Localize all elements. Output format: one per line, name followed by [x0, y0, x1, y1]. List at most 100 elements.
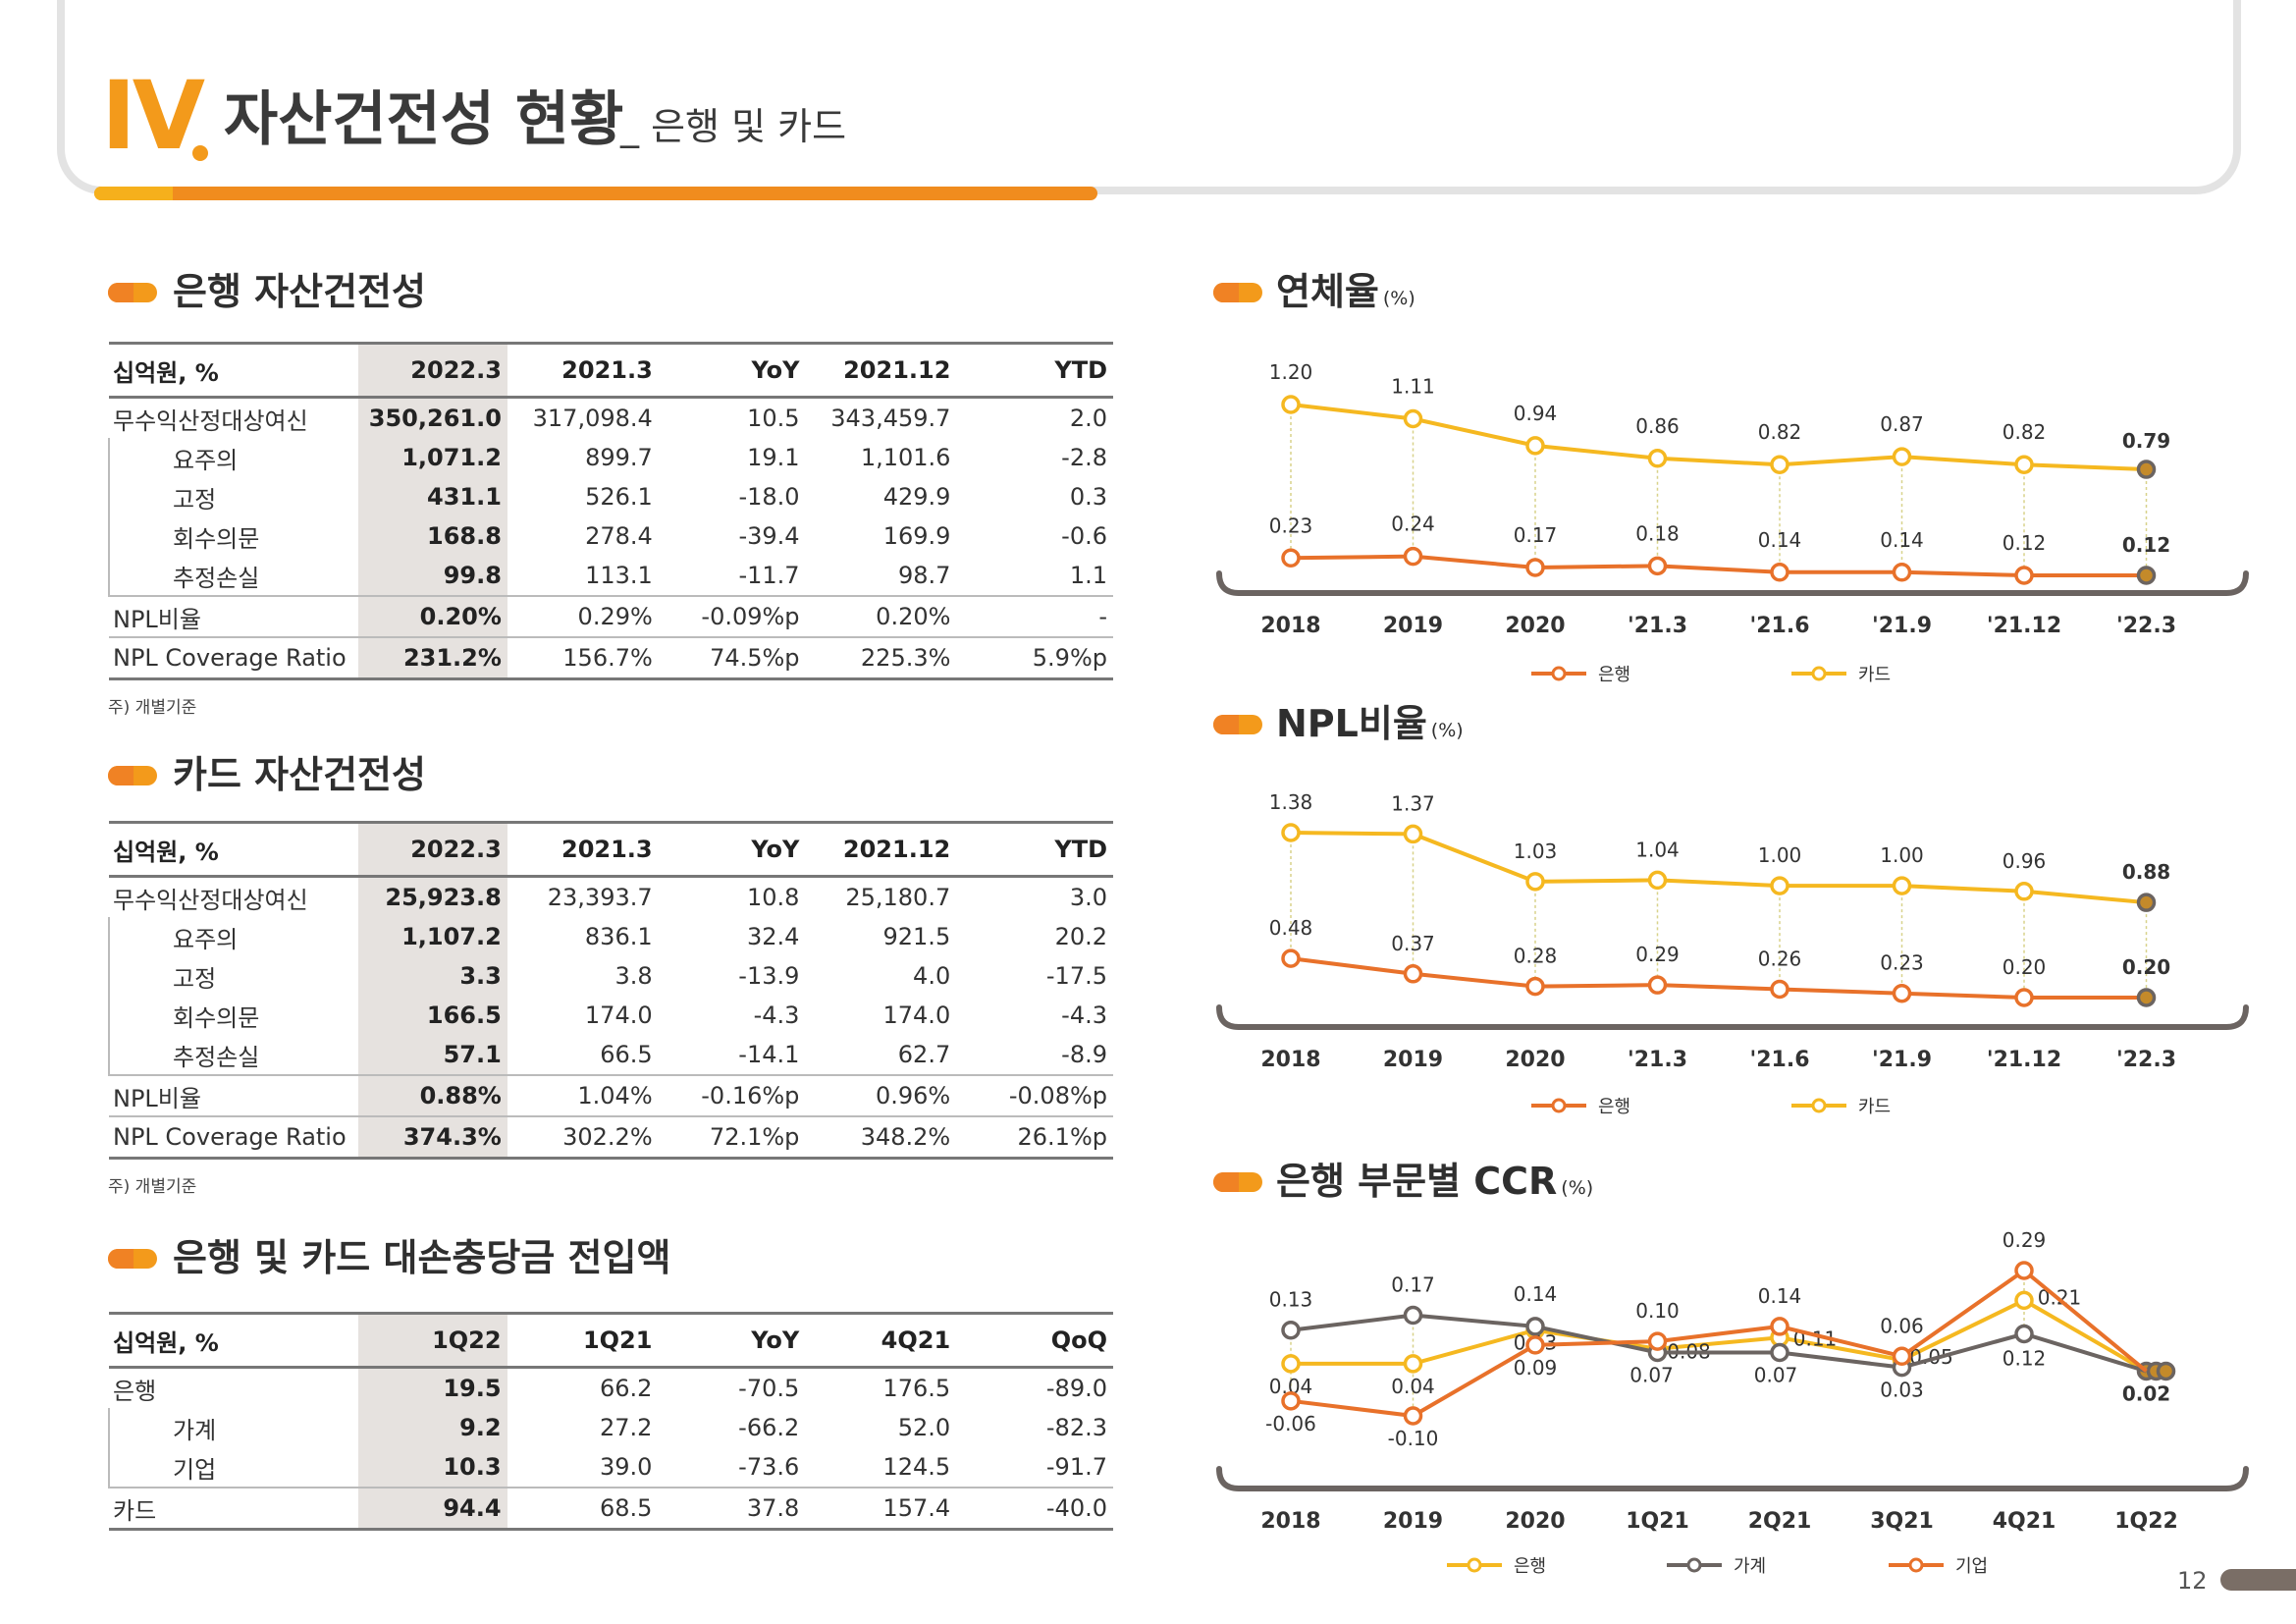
table-cell: 1,101.6 [860, 444, 951, 471]
table-cell: 0.20% [357, 595, 507, 637]
data-point [1403, 1354, 1423, 1374]
table-row: 요주의 1,107.2 836.1 32.4 921.5 20.2 [108, 917, 1113, 956]
data-label: 0.20 [2122, 955, 2170, 979]
table-row: 고정 431.1 526.1 -18.0 429.9 0.3 [108, 477, 1113, 516]
x-tick-label: 2019 [1383, 1048, 1443, 1072]
table-cell: -89.0 [956, 1366, 1113, 1408]
table-cell: 157.4 [805, 1487, 957, 1531]
row-label: 고정 [108, 956, 358, 996]
table-row: 추정손실 57.1 66.5 -14.1 62.7 -8.9 [108, 1035, 1113, 1075]
table-cell: -8.9 [1061, 1041, 1107, 1068]
table-cell: - [956, 595, 1113, 637]
table-cell: -17.5 [1045, 962, 1107, 990]
legend-label: 기업 [1955, 1556, 1988, 1577]
column-header: YoY [658, 821, 806, 878]
table-cell: 68.5 [507, 1487, 659, 1531]
table-cell: 10.3 [357, 1447, 507, 1488]
column-header: 2021.3 [507, 821, 659, 878]
data-point [2014, 1324, 2034, 1344]
table-cell: -0.09%p [658, 595, 806, 637]
ccr-chart-title: 은행 부문별 CCR (%) [1276, 1163, 1593, 1200]
row-label: 회수의문 [108, 516, 358, 556]
data-label: 1.20 [1269, 360, 1313, 384]
table-cell: 0.3 [1069, 483, 1107, 511]
table-header-row: 십억원, % 1Q22 1Q21 YoY 4Q21 QoQ [109, 1312, 1113, 1369]
data-label: 0.23 [1269, 514, 1313, 537]
table-cell: 1,071.2 [357, 438, 507, 477]
section-number-dot [192, 145, 208, 161]
data-label: 0.96 [2002, 849, 2047, 873]
data-label: 0.03 [1880, 1379, 1924, 1402]
table-cell: 166.5 [357, 996, 507, 1035]
table-cell: 343,459.7 [805, 396, 957, 438]
page-tab-decoration [2220, 1569, 2296, 1591]
table-row: 회수의문 166.5 174.0 -4.3 174.0 -4.3 [108, 996, 1113, 1035]
npl-chart-title-text: NPL비율 [1276, 702, 1427, 745]
page-title: 자산건전성 현황 [224, 85, 624, 154]
table-cell: 27.2 [600, 1414, 653, 1441]
data-point [1647, 556, 1668, 576]
table-cell: 899.7 [585, 444, 653, 471]
data-label: 0.13 [1269, 1288, 1313, 1312]
x-tick-label: 2020 [1505, 614, 1565, 638]
row-label: 무수익산정대상여신 [109, 396, 358, 438]
table-cell: 20.2 [1054, 923, 1107, 950]
table-cell: 350,261.0 [357, 396, 507, 438]
legend-label: 은행 [1598, 1097, 1630, 1117]
section-number: IV [101, 61, 205, 171]
data-point [1281, 1320, 1301, 1340]
data-point [1770, 1342, 1789, 1363]
column-header: YoY [658, 1312, 806, 1369]
x-tick-label: '22.3 [2116, 614, 2176, 638]
series-line-카드 [1290, 403, 2147, 472]
x-tick-label: 2018 [1260, 1509, 1320, 1534]
bank-table-note: 주) 개별기준 [108, 698, 197, 718]
table-cell: 66.2 [507, 1366, 659, 1408]
table-cell: 225.3% [805, 636, 957, 680]
data-point [1403, 824, 1423, 844]
legend-marker [1811, 666, 1827, 681]
data-point [1525, 1335, 1545, 1355]
table-cell: -82.3 [1045, 1414, 1107, 1441]
table-cell: 0.96% [805, 1074, 957, 1116]
card-table-title: 카드 자산건전성 [173, 753, 426, 796]
table-row: NPL Coverage Ratio 231.2% 156.7% 74.5%p 225.… [109, 636, 1113, 680]
data-point [2136, 460, 2157, 479]
table-cell: 39.0 [600, 1453, 653, 1481]
table-cell: -18.0 [738, 483, 800, 511]
x-tick-label: 2020 [1505, 1048, 1565, 1072]
data-label: 1.37 [1391, 791, 1435, 815]
data-point [1403, 546, 1423, 567]
data-label: 0.14 [1514, 1282, 1558, 1306]
data-point [1647, 449, 1668, 468]
table-cell: 174.0 [882, 1001, 951, 1029]
table-cell: 98.7 [897, 562, 951, 589]
table-cell: 25,180.7 [805, 875, 957, 917]
axis-bracket [1216, 1466, 2249, 1491]
table-cell: 23,393.7 [507, 875, 659, 917]
series-line-기업 [1290, 1268, 2148, 1419]
data-point [2014, 566, 2034, 585]
data-point [1525, 436, 1545, 456]
row-label: 카드 [109, 1487, 358, 1531]
column-header: 2022.3 [357, 821, 507, 878]
column-header: 2021.3 [507, 342, 659, 399]
row-label: 고정 [108, 477, 358, 516]
column-header: 십억원, % [109, 342, 358, 399]
data-label: -0.10 [1388, 1427, 1439, 1450]
delinquency-line-chart: 2018 2019 2020 '21.3 '21.6 '21.9 '21.12 '22.3 0.… [1216, 360, 2249, 685]
data-point [1647, 1331, 1668, 1351]
x-tick-label: '21.6 [1749, 1048, 1809, 1072]
table-cell: 19.1 [747, 444, 800, 471]
ccr-chart-title-text: 은행 부문별 CCR [1276, 1160, 1558, 1203]
table-cell: 348.2% [805, 1115, 957, 1160]
table-row: 무수익산정대상여신 350,261.0 317,098.4 10.5 343,459.7… [109, 396, 1113, 438]
table-cell: -13.9 [738, 962, 800, 990]
table-cell: 25,923.8 [357, 875, 507, 917]
table-row: 추정손실 99.8 113.1 -11.7 98.7 1.1 [108, 556, 1113, 596]
x-tick-label: '21.3 [1628, 614, 1687, 638]
data-label: 0.24 [1391, 513, 1435, 536]
x-tick-label: 2019 [1383, 614, 1443, 638]
x-tick-label: '21.9 [1872, 1048, 1932, 1072]
x-tick-label: 1Q22 [2114, 1509, 2178, 1534]
